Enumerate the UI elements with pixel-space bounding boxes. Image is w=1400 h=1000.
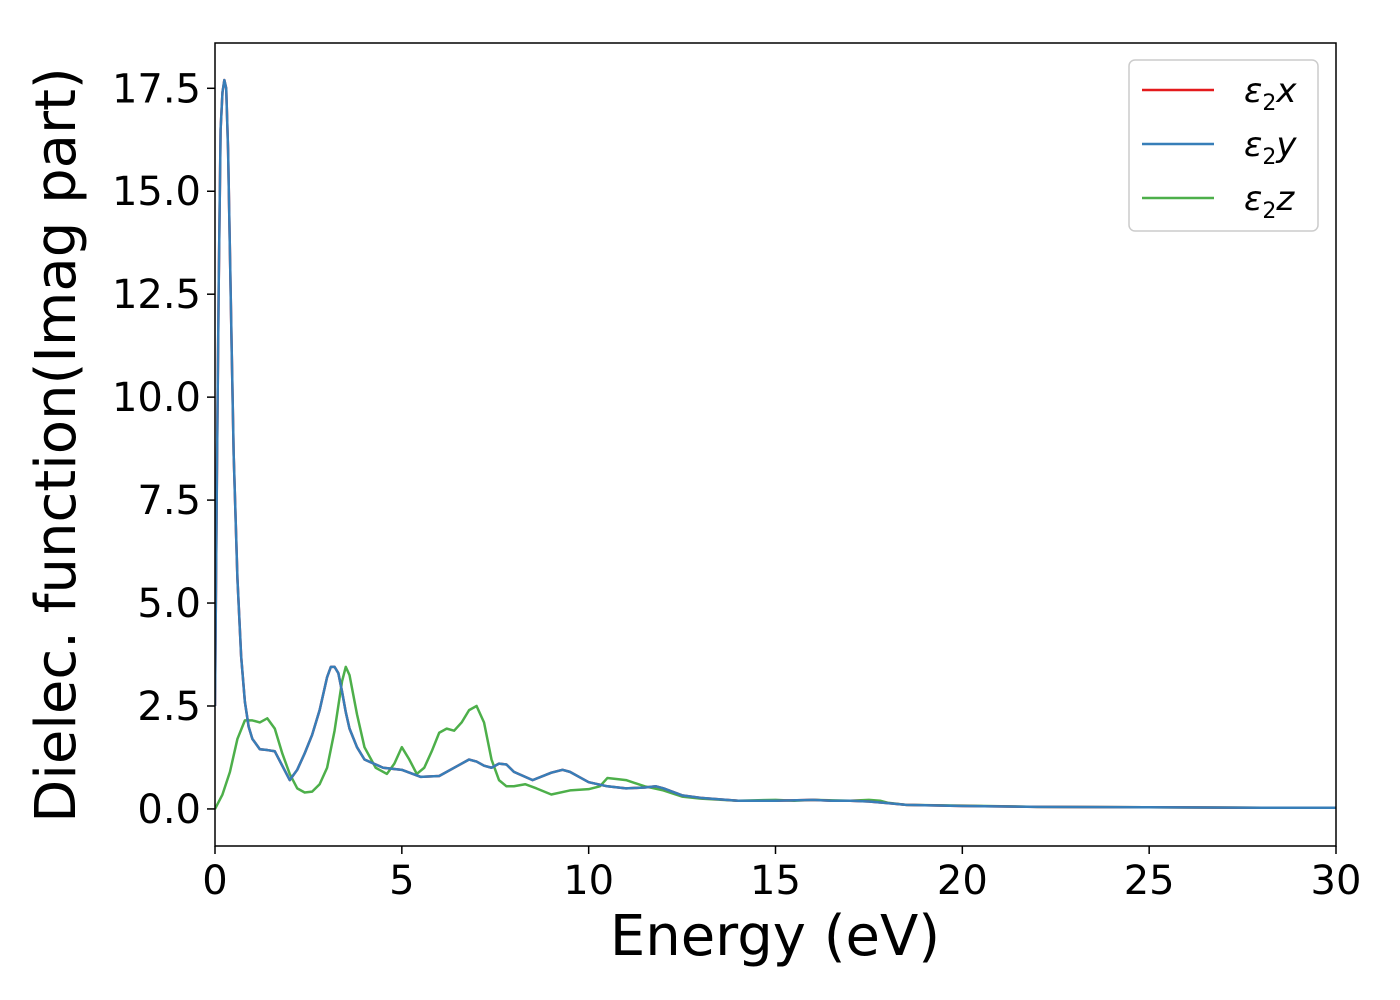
- x-axis-ticks: 0 5 10 15 20 25 30: [202, 846, 1361, 904]
- y-tick-label: 10.0: [112, 375, 201, 421]
- legend-label-x: ε2x: [1244, 71, 1297, 116]
- legend-label-z: ε2z: [1244, 179, 1295, 224]
- series-line-z: [215, 665, 1336, 810]
- y-tick-label: 17.5: [112, 66, 201, 112]
- series-layer: [215, 78, 1336, 810]
- x-tick-label: 5: [389, 858, 414, 904]
- x-tick-label: 0: [202, 858, 227, 904]
- y-axis-title: Dielec. function(Imag part): [24, 67, 89, 823]
- series-line-y: [215, 78, 1336, 809]
- y-axis-ticks: 0.0 2.5 5.0 7.5 10.0 12.5 15.0 17.5: [112, 66, 215, 833]
- x-axis-title: Energy (eV): [610, 904, 940, 969]
- y-tick-label: 12.5: [112, 272, 201, 318]
- x-tick-label: 25: [1124, 858, 1175, 904]
- legend-label-y: ε2y: [1244, 125, 1297, 170]
- x-tick-label: 30: [1311, 858, 1362, 904]
- y-tick-label: 7.5: [137, 478, 201, 524]
- y-tick-label: 2.5: [137, 684, 201, 730]
- legend-box: [1128, 59, 1319, 232]
- x-tick-label: 15: [750, 858, 801, 904]
- y-tick-label: 15.0: [112, 169, 201, 215]
- x-tick-label: 10: [563, 858, 614, 904]
- y-tick-label: 5.0: [137, 581, 201, 627]
- legend: ε2x ε2y ε2z: [1128, 59, 1319, 232]
- y-tick-label: 0.0: [137, 787, 201, 833]
- x-tick-label: 20: [937, 858, 988, 904]
